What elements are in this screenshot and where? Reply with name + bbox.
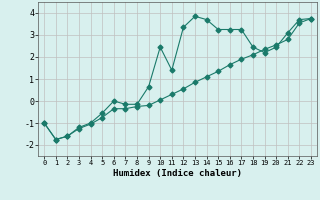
X-axis label: Humidex (Indice chaleur): Humidex (Indice chaleur): [113, 169, 242, 178]
